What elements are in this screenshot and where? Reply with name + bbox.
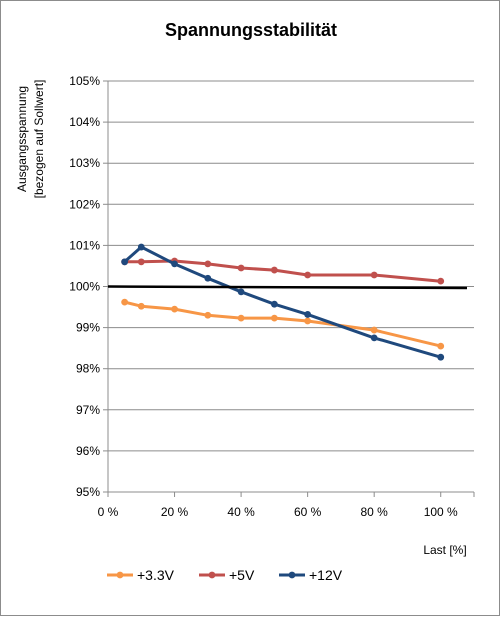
data-point [270,266,278,274]
y-tick-label: 100% [69,280,100,294]
y-tick-label: 98% [76,362,100,376]
data-point [121,298,129,306]
tick-label-layer: 95% 96% 97% 98% 99% 100% 101% 102% 103% 104% 105% 0… [69,74,458,519]
y-tick-label: 96% [76,444,100,458]
data-point [121,258,129,266]
x-tick-label: 0 % [98,505,119,519]
series-layer [107,243,468,361]
data-point [437,342,445,350]
y-axis-title-line-2: [bezogen auf Sollwert] [32,80,46,199]
data-point [137,243,145,251]
data-point [304,271,312,279]
x-axis-title: Last [%] [423,543,466,557]
data-point [304,317,312,325]
x-tick-label: 100 % [424,505,458,519]
data-point [270,300,278,308]
legend-marker [208,571,216,579]
y-tick-label: 104% [69,115,100,129]
y-tick-label: 95% [76,485,100,499]
data-point [237,314,245,322]
legend: +3.3V +5V +12V [107,567,343,583]
legend-label: +3.3V [137,567,175,583]
x-tick-label: 80 % [361,505,389,519]
chart-title: Spannungsstabilität [165,20,337,40]
legend-marker [116,571,124,579]
data-point [171,260,178,268]
data-point [137,302,145,310]
reference-line-100 [107,285,468,290]
x-tick-label: 20 % [161,505,189,519]
y-tick-label: 99% [76,321,100,335]
y-tick-label: 103% [69,156,100,170]
y-tick-label: 97% [76,403,100,417]
data-point [237,288,245,296]
x-tick-label: 60 % [294,505,322,519]
legend-label: +5V [229,567,255,583]
y-tick-label: 101% [69,238,100,252]
data-point [437,277,445,285]
x-tick-label: 40 % [227,505,255,519]
data-point [204,260,212,268]
legend-label: +12V [309,567,343,583]
y-tick-label: 102% [69,197,100,211]
y-axis-title-line-1: Ausgangsspannung [15,86,29,192]
data-point [270,314,278,322]
data-point [370,326,378,334]
axis-layer [103,80,475,497]
legend-marker [288,571,296,579]
data-point [370,334,378,342]
data-point [237,264,245,272]
y-tick-label: 105% [69,74,100,88]
data-point [204,311,212,319]
data-point [204,274,212,282]
data-point [137,258,145,266]
data-point [437,353,445,361]
data-point [304,311,312,318]
data-point [171,305,178,313]
data-point [370,271,378,279]
